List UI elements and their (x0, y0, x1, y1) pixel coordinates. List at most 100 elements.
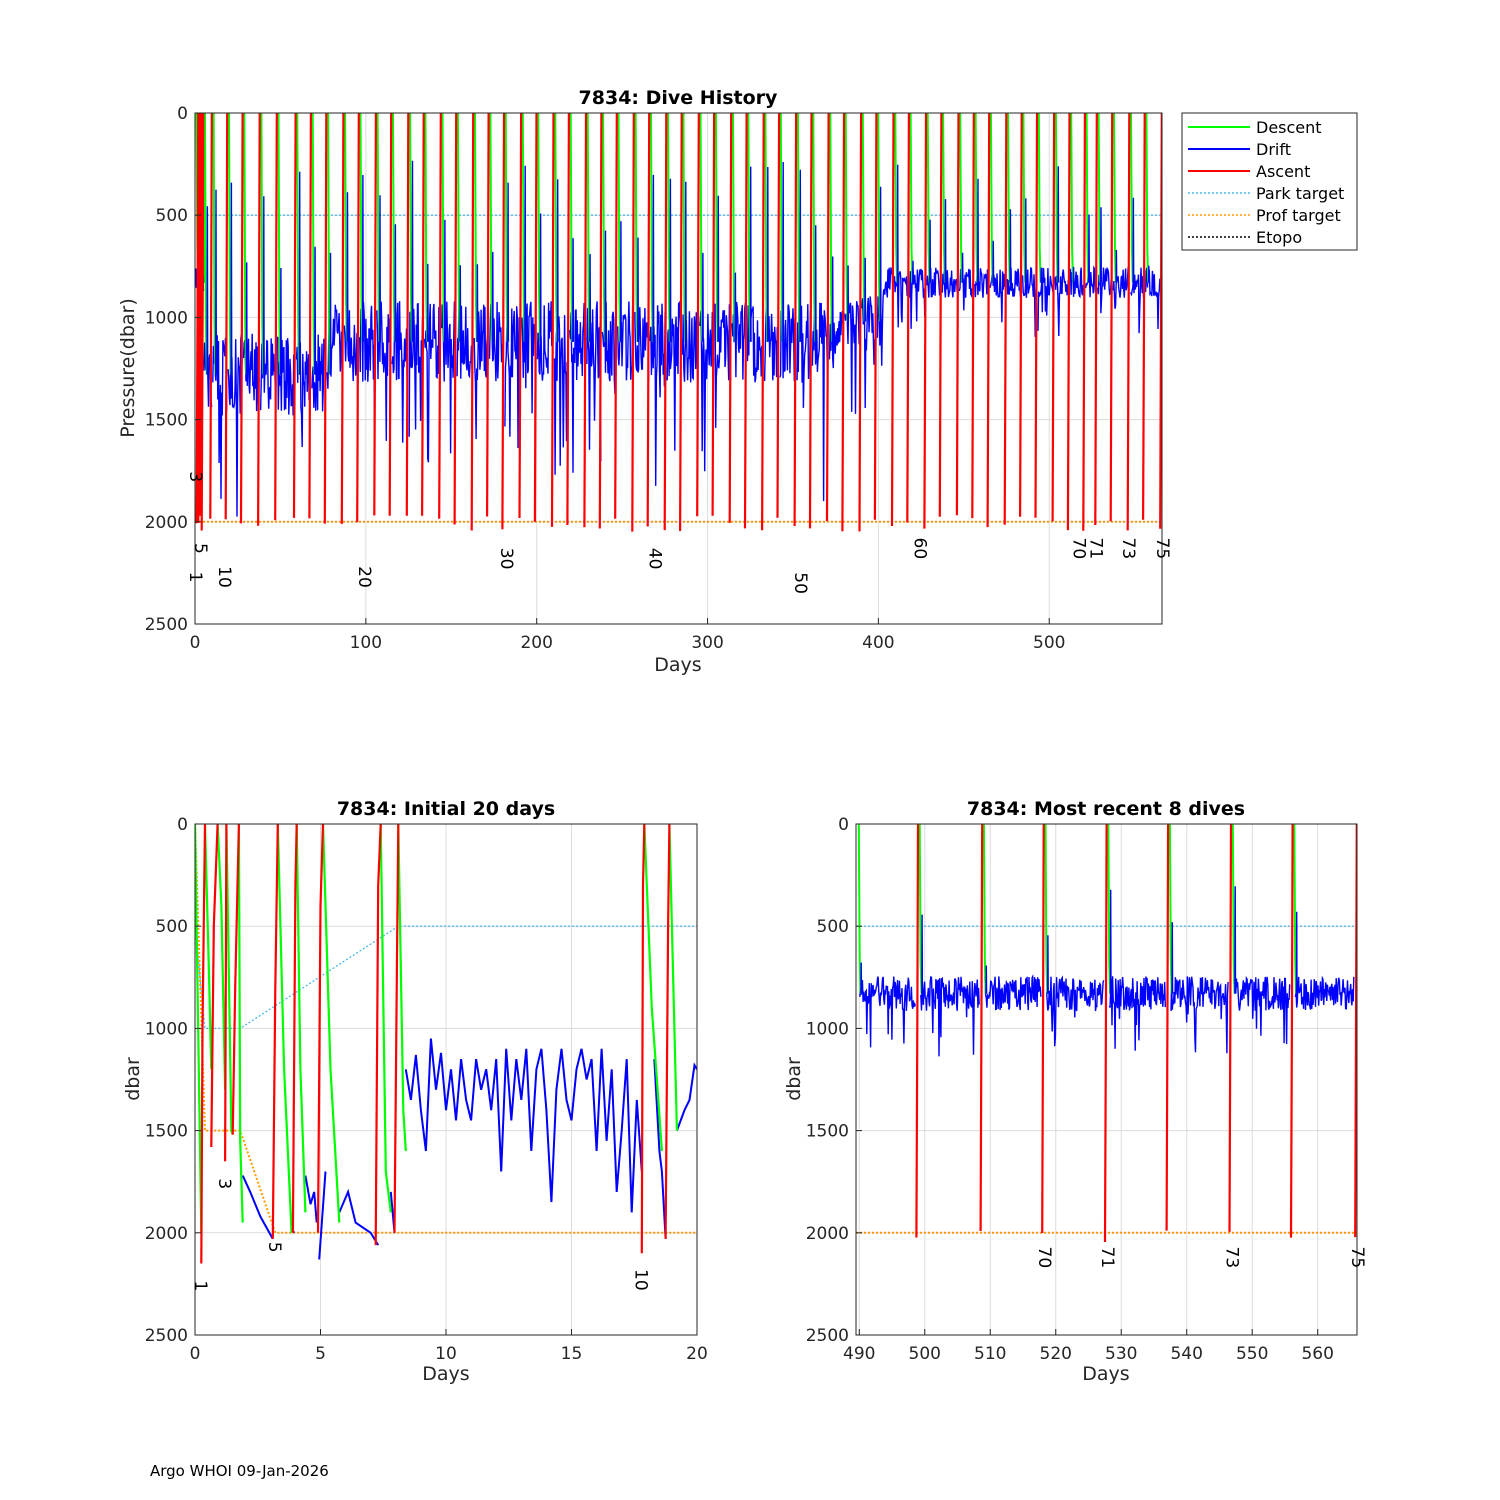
ascent-line (1082, 113, 1086, 531)
descent-line (321, 824, 341, 1223)
ascent-line (1041, 824, 1045, 1234)
drift-line (859, 976, 916, 1048)
legend: Descent Drift Ascent Park target Prof target… (1181, 112, 1358, 251)
drift-spike (1046, 935, 1049, 994)
ascent-line (761, 113, 765, 531)
initial-xtick-label: 0 (190, 1344, 201, 1364)
recent-axes-box (855, 823, 1358, 1336)
drift-line (1037, 267, 1055, 331)
drift-spike (604, 230, 607, 342)
drift-spike (572, 238, 575, 342)
ascent-line (598, 113, 603, 529)
history-ytick-label: 2500 (145, 615, 188, 635)
recent-xlabel: Days (1082, 1363, 1129, 1385)
drift-spike (346, 192, 349, 342)
drift-spike (1072, 266, 1075, 283)
dive-number-label: 1 (190, 1281, 210, 1292)
recent-ytick-label: 2500 (806, 1326, 849, 1346)
initial-ytick-label: 2000 (145, 1224, 188, 1244)
drift-spike (1024, 198, 1027, 283)
recent-xtick-label: 500 (909, 1344, 941, 1364)
drift-line (521, 301, 537, 414)
drift-spike (1057, 166, 1060, 283)
ascent-line (393, 824, 400, 1233)
ascent-line (271, 824, 279, 1239)
drift-spike (814, 225, 817, 342)
initial-xlabel: Days (422, 1363, 469, 1385)
drift-line (304, 1175, 318, 1223)
drift-line (1021, 267, 1038, 338)
descent-line (397, 824, 407, 1152)
drift-line (844, 301, 862, 414)
history-xtick-label: 100 (350, 633, 382, 653)
ascent-line (1142, 113, 1146, 520)
recent-xtick-label: 530 (1105, 1344, 1137, 1364)
dive-number-label: 10 (214, 566, 234, 588)
legend-box (1181, 112, 1358, 251)
ascent-line (470, 113, 475, 531)
ascent-line (200, 824, 207, 1264)
initial-xtick-label: 15 (561, 1344, 583, 1364)
drift-spike (977, 178, 979, 283)
drift-line (893, 271, 909, 328)
descent-line (276, 824, 293, 1233)
initial-plot (195, 824, 697, 1264)
history-ytick-label: 1500 (145, 411, 188, 431)
ascent-line (486, 113, 490, 517)
drift-line (984, 973, 1042, 1011)
drift-spike (491, 251, 494, 342)
dive-number-label: 70 (1034, 1247, 1054, 1269)
legend-label-prof-target: Prof target (1256, 206, 1341, 225)
ascent-line (711, 113, 716, 516)
recent-ylabel: dbar (783, 1057, 805, 1101)
ascent-line (518, 113, 523, 519)
initial-20-days-panel: 7834: Initial 20 days Days dbar 0 5 10 15 20… (122, 798, 708, 1385)
descent-line (203, 824, 213, 1070)
descent-line (857, 824, 862, 994)
drift-spike (669, 178, 672, 342)
history-ytick-label: 500 (156, 206, 188, 226)
legend-label-ascent: Ascent (1256, 162, 1310, 181)
ascent-line (858, 113, 863, 532)
ascent-line (356, 113, 360, 523)
drift-spike (298, 171, 301, 375)
descent-line (295, 824, 307, 1213)
drift-line (634, 307, 650, 381)
ascent-line (257, 113, 261, 526)
drift-spike (684, 181, 687, 342)
recent-ytick-label: 2000 (806, 1224, 849, 1244)
drift-spike (619, 221, 622, 342)
dive-number-label: 3 (185, 471, 205, 482)
dive-number-label: 10 (631, 1269, 651, 1291)
ascent-line (1003, 113, 1008, 525)
ascent-line (971, 113, 975, 519)
ascent-line (316, 824, 325, 1233)
dive-number-label: 5 (190, 543, 210, 554)
drift-spike (230, 182, 233, 375)
ascent-line (646, 113, 651, 527)
descent-line (643, 824, 663, 1152)
drift-line (536, 301, 554, 381)
ascent-line (915, 824, 920, 1238)
drift-spike (652, 174, 655, 342)
drift-spike (589, 254, 592, 342)
ascent-line (793, 113, 798, 527)
ascent-line (583, 113, 588, 528)
ascent-line (1019, 113, 1023, 517)
drift-line (311, 334, 327, 412)
dive-number-label: 71 (1097, 1247, 1117, 1269)
recent-xtick-label: 510 (974, 1344, 1006, 1364)
ascent-line (1109, 113, 1114, 522)
ascent-line (388, 113, 393, 516)
drift-spike (1100, 207, 1102, 283)
ascent-line (640, 824, 646, 1254)
drift-spike (507, 182, 510, 342)
history-plot (195, 113, 1162, 532)
initial-ylabel: dbar (122, 1057, 144, 1101)
drift-line (876, 267, 894, 366)
initial-ytick-label: 1500 (145, 1122, 188, 1142)
drift-line (553, 315, 570, 475)
descent-line (909, 113, 914, 283)
initial-ytick-label: 500 (156, 917, 188, 937)
